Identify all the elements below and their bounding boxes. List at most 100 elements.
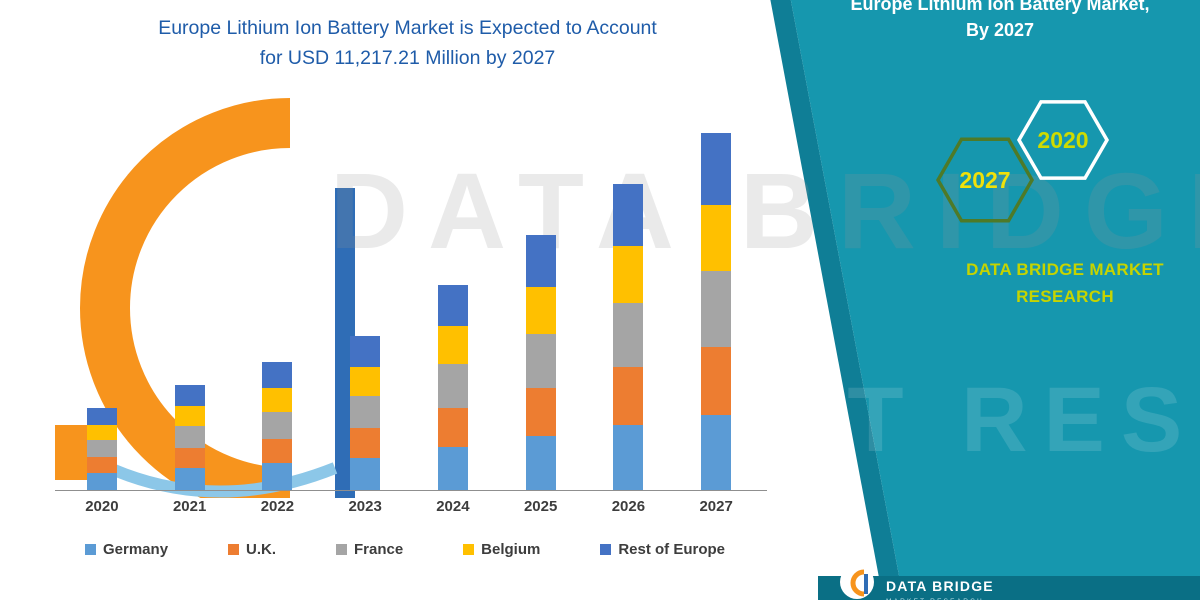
bar-segment-rest-of-europe — [701, 133, 732, 205]
legend-swatch — [85, 544, 96, 555]
bar-segment-rest-of-europe — [437, 285, 468, 327]
year-hexagons: 2027 2020 — [935, 100, 1110, 223]
bar-segment-germany — [701, 414, 732, 490]
legend-item: U.K. — [228, 541, 276, 558]
bar-stack — [174, 384, 205, 490]
bar-segment-belgium — [262, 387, 293, 412]
x-axis-label: 2021 — [172, 498, 207, 515]
bar-segment-france — [262, 411, 293, 439]
x-axis-label: 2027 — [699, 498, 733, 515]
bar-stack — [525, 235, 556, 490]
bar-segment-u-k- — [437, 407, 468, 447]
bar-column-2023 — [321, 133, 409, 490]
footer-logo-icon — [840, 565, 874, 599]
bar-segment-germany — [613, 425, 644, 490]
legend-swatch — [228, 544, 240, 555]
bar-segment-belgium — [86, 424, 117, 440]
x-axis-label: 2022 — [260, 498, 295, 515]
x-axis-label: 2025 — [523, 498, 558, 515]
footer-strip: DATA BRIDGE MARKET RESEARCH — [818, 565, 1200, 600]
bar-column-2021 — [146, 133, 234, 490]
bar-column-2022 — [234, 133, 322, 490]
panel-headline: Europe Lithium Ion Battery Market, By 20… — [830, 0, 1170, 43]
bar-stack — [86, 408, 117, 490]
bar-segment-france — [701, 271, 732, 347]
legend-label: Germany — [103, 541, 169, 558]
brand-text-line1: DATA BRIDGE MARKET — [966, 260, 1164, 279]
footer-brand-name: DATA BRIDGE — [886, 578, 994, 594]
legend-swatch — [335, 544, 347, 555]
bar-segment-rest-of-europe — [174, 384, 205, 407]
footer-brand-sub: MARKET RESEARCH — [886, 594, 994, 600]
bar-column-2026 — [585, 133, 673, 490]
x-axis-line — [55, 490, 767, 491]
bar-stack — [613, 184, 644, 490]
chart-title-line2: for USD 11,217.21 Million by 2027 — [259, 47, 556, 69]
panel-headline-line1: Europe Lithium Ion Battery Market, — [850, 0, 1150, 14]
bar-segment-germany — [437, 446, 468, 490]
bar-segment-rest-of-europe — [525, 235, 556, 287]
watermark-text-line2: MARKET RESEARCH — [430, 369, 1200, 471]
x-axis-label: 2023 — [348, 498, 382, 515]
stacked-bar-chart — [58, 133, 760, 490]
bar-segment-u-k- — [262, 438, 293, 463]
bar-stack — [701, 133, 732, 490]
hexagon-2020-label: 2020 — [1037, 127, 1088, 153]
bar-column-2024 — [409, 133, 497, 490]
bar-segment-germany — [86, 472, 117, 490]
bar-segment-germany — [174, 467, 205, 490]
bar-segment-france — [613, 302, 644, 368]
legend-item: Germany — [85, 541, 168, 558]
bar-segment-belgium — [701, 204, 732, 272]
legend-label: Rest of Europe — [618, 541, 725, 558]
bar-segment-germany — [262, 462, 293, 490]
hexagon-2027 — [935, 137, 1035, 223]
hexagon-2020 — [1016, 100, 1110, 180]
bar-segment-rest-of-europe — [86, 408, 117, 425]
bar-segment-u-k- — [613, 367, 644, 426]
legend-label: U.K. — [246, 541, 277, 558]
watermark-text-line1: DATA BRIDGE — [330, 150, 1200, 271]
bar-segment-u-k- — [525, 387, 556, 437]
footer-brand: DATA BRIDGE MARKET RESEARCH — [886, 579, 994, 600]
bar-segment-belgium — [174, 406, 205, 426]
bar-stack — [350, 335, 381, 490]
chart-title: Europe Lithium Ion Battery Market is Exp… — [35, 13, 780, 73]
chart-legend: Germany U.K. France Belgium Rest of Europe — [85, 541, 725, 558]
bar-segment-rest-of-europe — [262, 361, 293, 388]
panel-headline-line2: By 2027 — [965, 20, 1035, 40]
bar-segment-germany — [525, 436, 556, 490]
bar-segment-france — [174, 425, 205, 448]
bar-segment-france — [350, 395, 381, 429]
bar-stack — [262, 361, 293, 490]
bar-segment-france — [525, 334, 556, 388]
bar-segment-belgium — [350, 367, 381, 396]
bar-segment-germany — [350, 457, 381, 490]
legend-item: Belgium — [463, 541, 540, 558]
bar-segment-rest-of-europe — [350, 335, 381, 368]
bar-segment-belgium — [437, 326, 468, 365]
legend-label: Belgium — [481, 541, 541, 558]
hexagon-2027-label: 2027 — [959, 167, 1010, 193]
bar-segment-u-k- — [174, 447, 205, 468]
brand-text: DATA BRIDGE MARKET RESEARCH — [930, 256, 1200, 310]
bar-stack — [437, 285, 468, 490]
bar-column-2020 — [58, 133, 146, 490]
bar-segment-france — [437, 364, 468, 408]
bar-segment-u-k- — [701, 346, 732, 415]
x-axis-label: 2026 — [611, 498, 646, 515]
bar-segment-u-k- — [350, 428, 381, 458]
x-axis-label: 2024 — [436, 498, 470, 515]
legend-item: France — [335, 541, 403, 558]
logo-lightblue-swoosh — [102, 460, 338, 498]
legend-swatch — [600, 544, 612, 555]
x-axis-label: 2020 — [85, 498, 119, 515]
legend-swatch — [463, 544, 475, 555]
x-axis-labels: 2020 2021 2022 2023 2024 2025 2026 2027 — [58, 498, 760, 515]
bar-segment-belgium — [613, 245, 644, 303]
bar-column-2027 — [672, 133, 760, 490]
brand-text-line2: RESEARCH — [1016, 287, 1114, 306]
logo-blue-bar — [335, 188, 355, 498]
bar-segment-belgium — [525, 286, 556, 335]
